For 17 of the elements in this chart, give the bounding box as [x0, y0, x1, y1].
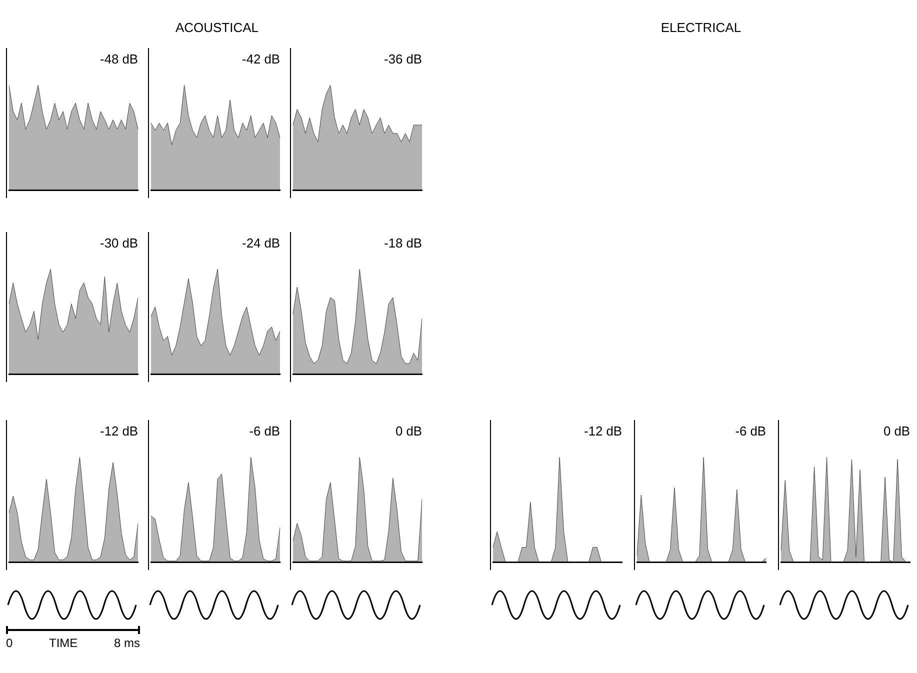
text: TIME	[49, 636, 78, 650]
chart-title: -36 dB	[384, 51, 422, 66]
chart-title: -6 dB	[249, 423, 280, 438]
chart-title: -30 dB	[100, 235, 138, 250]
chart-title: 0 dB	[395, 423, 422, 438]
chart-title: 0 dB	[883, 423, 910, 438]
chart-title: -18 dB	[384, 235, 422, 250]
chart-title: -24 dB	[242, 235, 280, 250]
chart-title: -12 dB	[584, 423, 622, 438]
chart-title: -12 dB	[100, 423, 138, 438]
text: 8 ms	[114, 636, 140, 650]
chart-title: -48 dB	[100, 51, 138, 66]
chart-title: -6 dB	[735, 423, 766, 438]
text: ELECTRICAL	[660, 20, 742, 35]
text: 0	[6, 636, 13, 650]
chart-title: -42 dB	[242, 51, 280, 66]
text: ACOUSTICAL	[175, 20, 259, 35]
